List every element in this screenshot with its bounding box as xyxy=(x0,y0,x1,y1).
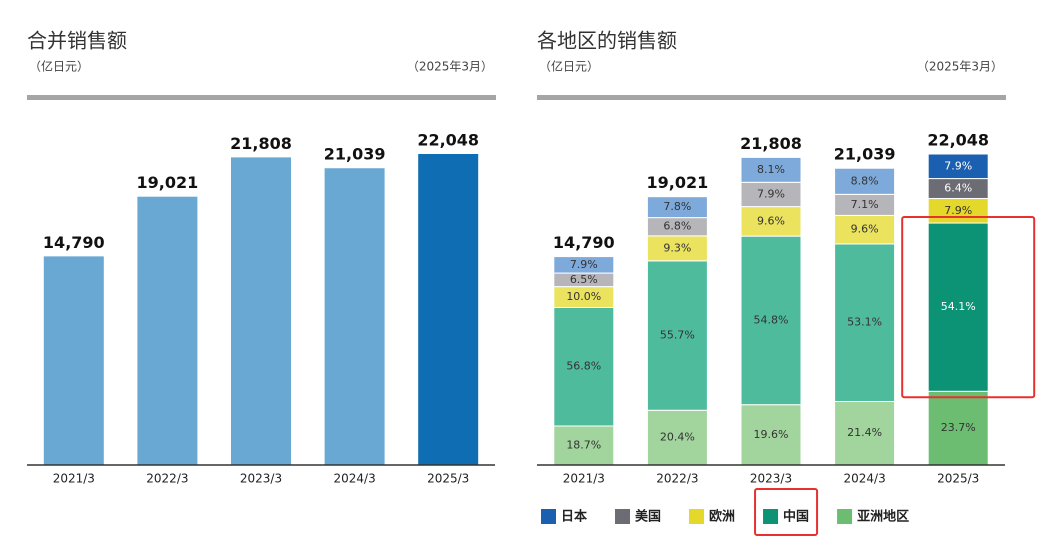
x-tick-label: 2024/3 xyxy=(333,472,375,486)
segment-label: 7.9% xyxy=(757,187,785,200)
value-label: 21,039 xyxy=(324,145,386,164)
segment-label: 54.1% xyxy=(941,300,976,313)
header-rule xyxy=(27,95,496,100)
unit-label: （亿日元） xyxy=(539,59,599,74)
segment-label: 7.9% xyxy=(944,159,972,172)
bar-segment xyxy=(553,256,615,274)
x-tick-label: 2023/3 xyxy=(240,472,282,486)
bar-segment xyxy=(740,235,802,406)
total-label: 14,790 xyxy=(553,233,615,252)
segment-label: 6.8% xyxy=(663,220,691,233)
segment-label: 10.0% xyxy=(566,290,601,303)
total-label: 22,048 xyxy=(927,131,989,150)
legend-swatch xyxy=(541,509,556,524)
value-label: 21,808 xyxy=(230,134,292,153)
segment-label: 54.8% xyxy=(754,313,789,326)
total-label: 21,808 xyxy=(740,134,802,153)
bar-segment xyxy=(740,156,802,183)
legend-swatch xyxy=(689,509,705,524)
bar-segment xyxy=(646,235,708,262)
highlight-box xyxy=(754,488,819,536)
segment-label: 9.3% xyxy=(663,241,691,254)
legend-swatch xyxy=(837,509,853,524)
chart-title: 合并销售额 xyxy=(27,29,127,53)
bar-segment xyxy=(834,214,896,245)
bar xyxy=(418,154,479,465)
segment-label: 56.8% xyxy=(566,360,601,373)
segment-label: 18.7% xyxy=(566,438,601,451)
bar-segment xyxy=(834,243,896,402)
segment-label: 6.5% xyxy=(570,273,598,286)
segment-label: 9.6% xyxy=(851,223,879,236)
unit-label: （亿日元） xyxy=(29,59,89,74)
segment-label: 21.4% xyxy=(847,426,882,439)
x-tick-label: 2022/3 xyxy=(656,472,698,486)
bar-segment xyxy=(834,167,896,195)
segment-label: 7.9% xyxy=(570,258,598,271)
bar-segment xyxy=(553,425,615,466)
legend-label: 日本 xyxy=(561,509,587,525)
bar-segment xyxy=(927,390,989,466)
bar xyxy=(231,157,291,465)
legend-label: 欧洲 xyxy=(709,509,735,525)
segment-label: 9.6% xyxy=(757,214,785,227)
legend-label: 中国 xyxy=(783,509,809,525)
bar xyxy=(43,256,104,465)
legend-swatch xyxy=(763,509,779,524)
bar xyxy=(324,168,385,465)
bar-segment xyxy=(927,222,989,392)
segment-label: 8.1% xyxy=(757,163,785,176)
bar-segment xyxy=(646,409,708,466)
bar-segment xyxy=(927,153,989,180)
segment-label: 8.8% xyxy=(851,174,879,187)
legend-swatch xyxy=(615,509,631,524)
highlight-box xyxy=(901,216,1036,399)
segment-label: 7.1% xyxy=(851,198,879,211)
segment-label: 23.7% xyxy=(941,421,976,434)
x-tick-label: 2022/3 xyxy=(146,472,188,486)
x-tick-label: 2024/3 xyxy=(843,472,885,486)
bar-segment xyxy=(740,206,802,237)
x-tick-label: 2021/3 xyxy=(563,472,605,486)
segment-label: 7.9% xyxy=(944,204,972,217)
segment-label: 20.4% xyxy=(660,431,695,444)
x-tick-label: 2021/3 xyxy=(53,472,95,486)
bar-segment xyxy=(553,306,615,427)
legend-label: 美国 xyxy=(635,509,661,525)
x-tick-label: 2025/3 xyxy=(937,472,979,486)
total-label: 21,039 xyxy=(834,145,896,164)
segment-label: 7.8% xyxy=(663,200,691,213)
value-label: 14,790 xyxy=(43,233,105,252)
header-rule xyxy=(537,95,1006,100)
total-label: 19,021 xyxy=(647,173,709,192)
bar-segment xyxy=(646,260,708,411)
x-tick-label: 2023/3 xyxy=(750,472,792,486)
bar-segment xyxy=(834,400,896,466)
date-label: （2025年3月） xyxy=(917,60,1003,74)
bar-segment xyxy=(927,197,989,224)
x-tick-label: 2025/3 xyxy=(427,472,469,486)
legend-label: 亚洲地区 xyxy=(857,509,909,525)
segment-label: 55.7% xyxy=(660,329,695,342)
bar xyxy=(137,196,198,465)
chart-title: 各地区的销售额 xyxy=(537,29,677,53)
value-label: 22,048 xyxy=(417,131,479,150)
value-label: 19,021 xyxy=(137,173,199,192)
segment-label: 19.6% xyxy=(754,428,789,441)
segment-label: 6.4% xyxy=(944,182,972,195)
bar-segment xyxy=(646,196,708,219)
date-label: （2025年3月） xyxy=(407,60,493,74)
segment-label: 53.1% xyxy=(847,316,882,329)
